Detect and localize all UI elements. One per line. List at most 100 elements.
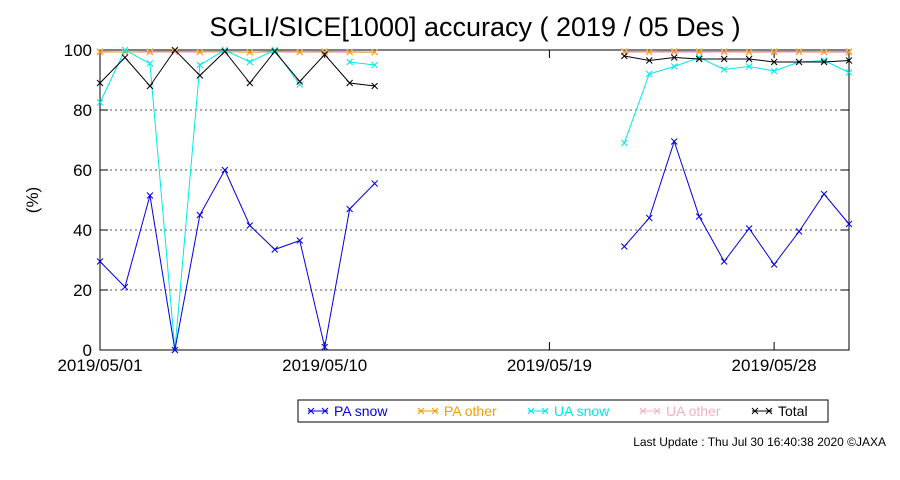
data-point [670,47,678,55]
data-point [845,48,853,55]
data-point [820,190,828,198]
data-point [296,81,304,88]
data-point [346,79,354,87]
data-point [146,49,154,56]
chart-title: SGLI/SICE[1000] accuracy ( 2019 / 05 Des… [209,12,740,42]
series-total [96,46,853,90]
data-point [620,243,628,250]
y-tick-label: 0 [83,341,92,360]
data-point [96,258,104,265]
x-tick-label: 2019/05/10 [282,356,367,375]
data-point [695,48,703,55]
data-point [820,58,828,66]
grid-layer [100,109,849,291]
data-point [96,49,104,56]
data-point [770,261,778,268]
data-point [720,66,728,73]
y-tick-label: 20 [73,281,92,300]
data-point [670,138,678,145]
data-point [221,48,229,55]
data-point [221,46,229,54]
series-line [623,56,850,144]
data-point [720,48,728,55]
series-line [624,55,850,63]
data-point [96,79,104,87]
legend-marker [307,407,315,415]
data-point [670,54,678,61]
legend-marker [765,407,773,415]
legend-box [297,399,829,423]
data-point [171,346,179,354]
data-point [346,58,354,66]
series-ua-snow [96,46,853,354]
data-point [121,283,129,291]
series-line [99,49,301,351]
legend: PA snow PA other UA snow UA other Total [297,399,829,423]
data-point [321,343,329,351]
data-point [371,61,378,69]
data-point [171,46,179,54]
data-point [770,49,778,56]
data-point [296,48,304,56]
data-point [296,78,304,85]
data-point [645,48,653,56]
data-point [271,48,279,55]
data-point [196,211,204,219]
data-point [795,48,803,55]
legend-item: PA snow [307,403,388,419]
data-point [96,99,104,106]
last-update-footer: Last Update : Thu Jul 30 16:40:38 2020 ©… [633,435,886,449]
data-point [196,72,204,79]
series-line [99,49,375,87]
y-tick-label: 40 [73,221,92,240]
data-point [146,48,154,55]
data-point [670,49,678,56]
data-point [96,48,104,55]
y-tick-label: 100 [64,41,92,60]
data-point [121,54,129,61]
legend-marker [321,407,329,415]
data-point [246,58,254,66]
data-point [720,55,728,63]
data-point [371,82,378,90]
data-point [795,58,803,66]
data-point [271,46,279,54]
data-point [346,205,354,213]
data-point [845,49,853,56]
legend-item: UA snow [527,403,610,419]
legend-label: PA snow [334,403,388,419]
data-point [371,180,378,187]
data-point [795,228,803,235]
data-point [770,58,778,66]
legend-marker [653,407,661,415]
data-point [196,61,204,69]
data-point [296,237,304,244]
data-point [645,214,653,222]
legend-label: Total [778,403,808,419]
x-tick-label: 2019/05/28 [732,356,817,375]
series-pa-snow [96,138,853,354]
axis-layer: 0 20 40 60 80 100 2019/05/01 2019/05/10 2019/05/… [57,41,850,375]
data-point [695,49,703,56]
legend-marker [527,407,535,415]
data-point [745,55,753,63]
data-point [246,48,254,56]
series-line [623,139,850,266]
data-point [845,220,853,228]
legend-marker [751,407,759,415]
legend-item: PA other [417,403,497,419]
data-point [346,48,354,56]
data-point [770,48,778,55]
data-point [171,48,179,56]
data-point [271,246,279,253]
data-point [745,48,753,56]
legend-marker [541,407,549,415]
data-point [121,46,129,54]
data-point [645,70,653,78]
data-point [745,63,753,70]
data-point [620,139,628,147]
data-point [845,69,853,76]
data-point [720,258,728,265]
series-pa-other [96,47,853,56]
